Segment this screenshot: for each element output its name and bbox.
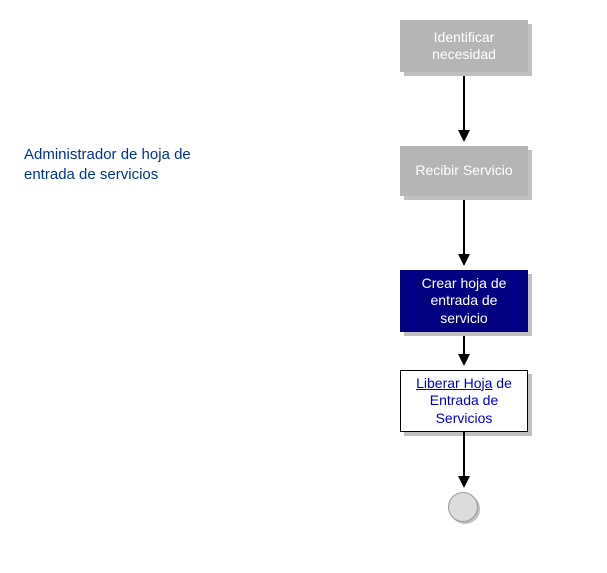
release-sheet-link[interactable]: Liberar Hoja bbox=[416, 375, 492, 391]
arrow-line bbox=[463, 200, 465, 256]
node-label: Recibir Servicio bbox=[415, 162, 512, 180]
node-label: Identificar necesidad bbox=[406, 29, 522, 64]
arrow-line bbox=[463, 336, 465, 356]
arrow-head bbox=[458, 254, 470, 266]
arrow-head bbox=[458, 130, 470, 142]
flow-node-n4[interactable]: Liberar Hoja de Entrada de Servicios bbox=[400, 370, 528, 432]
arrow-head bbox=[458, 354, 470, 366]
flow-node-n1: Identificar necesidad bbox=[400, 20, 528, 72]
end-node bbox=[448, 492, 478, 522]
node-label: Crear hoja de entrada de servicio bbox=[406, 275, 522, 328]
flow-node-n3: Crear hoja de entrada de servicio bbox=[400, 270, 528, 332]
arrow-line bbox=[463, 432, 465, 478]
arrow-head bbox=[458, 476, 470, 488]
side-title: Administrador de hoja de entrada de serv… bbox=[24, 145, 199, 186]
arrow-line bbox=[463, 76, 465, 132]
flow-node-n2: Recibir Servicio bbox=[400, 146, 528, 196]
